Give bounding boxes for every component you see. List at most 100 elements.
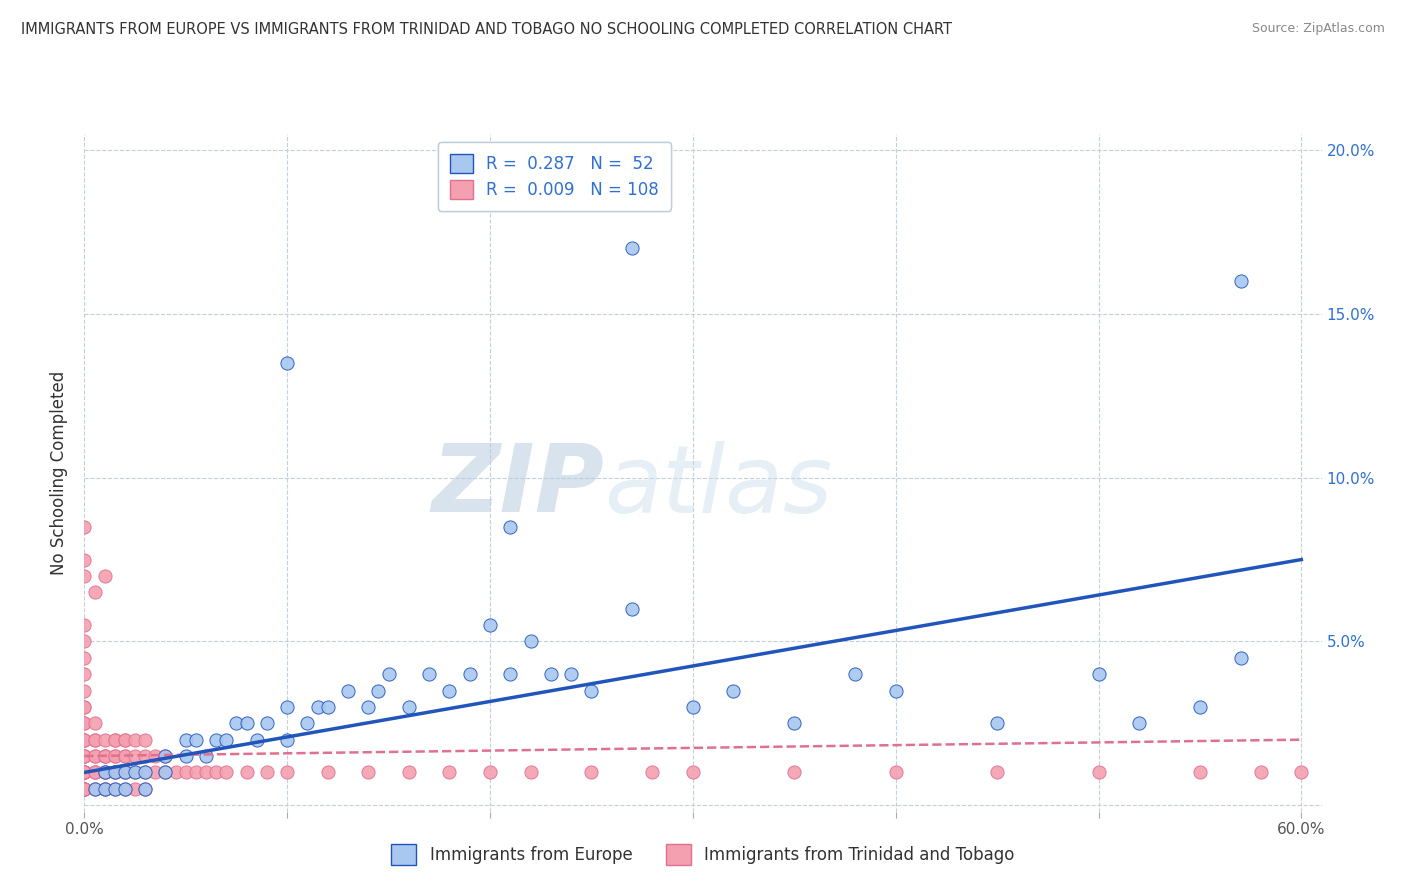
Point (104, 732, 127, 747)
Point (73, 552, 96, 566)
Point (73, 749, 96, 764)
Point (377, 667, 399, 681)
Point (134, 781, 156, 796)
Point (104, 781, 127, 796)
Point (276, 765, 298, 780)
Point (124, 749, 146, 764)
Point (458, 667, 481, 681)
Point (93, 765, 115, 780)
Point (439, 683, 461, 698)
Point (215, 732, 238, 747)
Point (276, 732, 298, 747)
Point (540, 667, 562, 681)
Point (114, 749, 136, 764)
Point (581, 765, 603, 780)
Point (73, 569, 96, 583)
Point (184, 765, 207, 780)
Point (134, 765, 156, 780)
Point (256, 716, 278, 731)
Point (114, 765, 136, 780)
Point (184, 732, 207, 747)
Point (1229, 274, 1251, 288)
Point (479, 618, 502, 632)
Point (621, 601, 644, 615)
Point (337, 683, 360, 698)
Point (73, 749, 96, 764)
Point (155, 765, 177, 780)
Point (83, 781, 105, 796)
Point (519, 765, 541, 780)
Point (1188, 765, 1211, 780)
Point (124, 765, 146, 780)
Point (73, 667, 96, 681)
Point (884, 765, 907, 780)
Point (93, 765, 115, 780)
Point (104, 765, 127, 780)
Point (124, 781, 146, 796)
Point (73, 781, 96, 796)
Point (246, 732, 269, 747)
Point (307, 700, 329, 714)
Point (519, 634, 541, 648)
Point (73, 683, 96, 698)
Point (83, 781, 105, 796)
Point (73, 781, 96, 796)
Point (93, 732, 115, 747)
Point (114, 765, 136, 780)
Point (124, 732, 146, 747)
Point (73, 765, 96, 780)
Point (73, 781, 96, 796)
Point (986, 765, 1008, 780)
Point (83, 732, 105, 747)
Point (73, 700, 96, 714)
Point (276, 700, 298, 714)
Point (884, 683, 907, 698)
Point (83, 765, 105, 780)
Legend: Immigrants from Europe, Immigrants from Trinidad and Tobago: Immigrants from Europe, Immigrants from … (381, 834, 1025, 875)
Text: atlas: atlas (605, 441, 832, 532)
Point (174, 765, 197, 780)
Point (73, 650, 96, 665)
Point (1087, 667, 1109, 681)
Point (174, 732, 197, 747)
Point (723, 683, 745, 698)
Point (1128, 716, 1150, 731)
Point (83, 585, 105, 599)
Point (316, 765, 339, 780)
Point (165, 765, 187, 780)
Point (1087, 765, 1109, 780)
Point (93, 781, 115, 796)
Point (73, 749, 96, 764)
Text: IMMIGRANTS FROM EUROPE VS IMMIGRANTS FROM TRINIDAD AND TOBAGO NO SCHOOLING COMPL: IMMIGRANTS FROM EUROPE VS IMMIGRANTS FRO… (21, 22, 952, 37)
Point (143, 749, 166, 764)
Point (114, 749, 136, 764)
Point (276, 356, 298, 370)
Point (73, 765, 96, 780)
Point (134, 765, 156, 780)
Point (104, 732, 127, 747)
Point (297, 716, 319, 731)
Point (104, 765, 127, 780)
Point (1250, 765, 1272, 780)
Point (93, 781, 115, 796)
Point (155, 765, 177, 780)
Point (73, 716, 96, 731)
Point (682, 765, 704, 780)
Point (73, 781, 96, 796)
Point (114, 732, 136, 747)
Point (73, 520, 96, 534)
Point (581, 683, 603, 698)
Point (155, 749, 177, 764)
Point (73, 765, 96, 780)
Point (418, 667, 440, 681)
Point (83, 732, 105, 747)
Point (104, 749, 127, 764)
Point (114, 781, 136, 796)
Point (682, 700, 704, 714)
Point (104, 765, 127, 780)
Point (783, 716, 806, 731)
Legend: R =  0.287   N =  52, R =  0.009   N = 108: R = 0.287 N = 52, R = 0.009 N = 108 (439, 142, 671, 211)
Point (357, 765, 380, 780)
Point (93, 749, 115, 764)
Point (73, 732, 96, 747)
